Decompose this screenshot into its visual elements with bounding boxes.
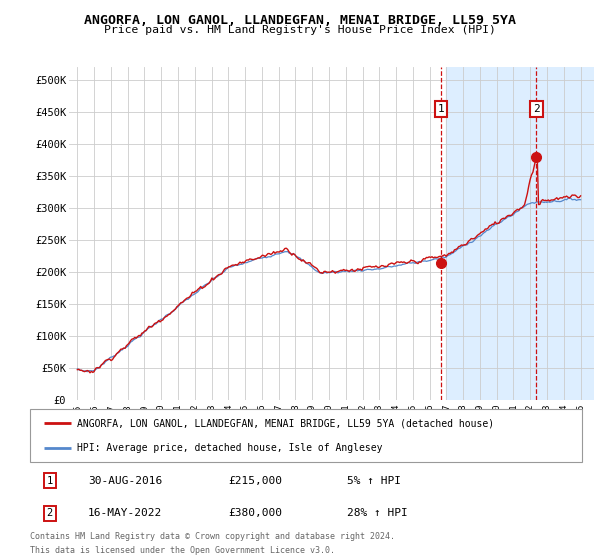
- Text: 5% ↑ HPI: 5% ↑ HPI: [347, 475, 401, 486]
- Text: 2: 2: [533, 104, 540, 114]
- Text: 16-MAY-2022: 16-MAY-2022: [88, 508, 162, 519]
- FancyBboxPatch shape: [30, 409, 582, 462]
- Text: £215,000: £215,000: [229, 475, 283, 486]
- Text: Price paid vs. HM Land Registry's House Price Index (HPI): Price paid vs. HM Land Registry's House …: [104, 25, 496, 35]
- Text: 28% ↑ HPI: 28% ↑ HPI: [347, 508, 408, 519]
- Text: This data is licensed under the Open Government Licence v3.0.: This data is licensed under the Open Gov…: [30, 547, 335, 556]
- Text: 1: 1: [437, 104, 444, 114]
- Text: ANGORFA, LON GANOL, LLANDEGFAN, MENAI BRIDGE, LL59 5YA: ANGORFA, LON GANOL, LLANDEGFAN, MENAI BR…: [84, 14, 516, 27]
- Text: 2: 2: [47, 508, 53, 519]
- Text: Contains HM Land Registry data © Crown copyright and database right 2024.: Contains HM Land Registry data © Crown c…: [30, 532, 395, 541]
- Text: ANGORFA, LON GANOL, LLANDEGFAN, MENAI BRIDGE, LL59 5YA (detached house): ANGORFA, LON GANOL, LLANDEGFAN, MENAI BR…: [77, 418, 494, 428]
- Text: £380,000: £380,000: [229, 508, 283, 519]
- Text: 1: 1: [47, 475, 53, 486]
- Text: 30-AUG-2016: 30-AUG-2016: [88, 475, 162, 486]
- Bar: [446, 67, 594, 400]
- Text: HPI: Average price, detached house, Isle of Anglesey: HPI: Average price, detached house, Isle…: [77, 442, 382, 452]
